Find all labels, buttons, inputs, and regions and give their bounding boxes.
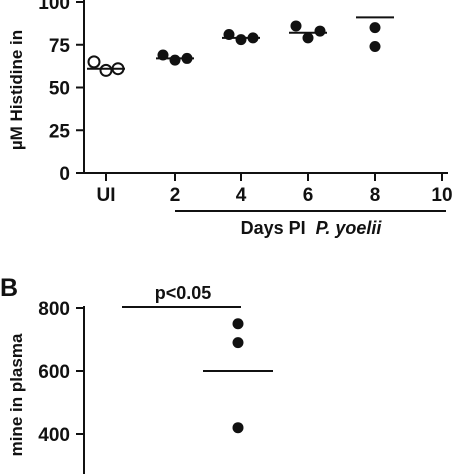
panel-b-significance-label: p<0.05 (155, 283, 212, 303)
panel-a-y-axis-title: µM Histidine in (7, 30, 26, 150)
panel-a-data-point (369, 40, 381, 52)
panel-a-x-tick-label: 10 (431, 185, 452, 206)
panel-a-data-point (290, 20, 302, 32)
panel-a-xlabel: Days PI P. yoelii (241, 218, 383, 238)
panel-a-x-tick-label: 8 (370, 185, 381, 206)
panel-b-label: B (0, 274, 18, 302)
panel-b-data-point (232, 422, 244, 434)
panel-b-y-tick-label: 800 (38, 299, 70, 320)
panel-a-x-tick-label: UI (97, 185, 116, 206)
panel-a-y-tick-label: 75 (49, 36, 71, 57)
panel-b-plasma-chart: B mine in plasma 400 600 800 p<0.05 (0, 274, 273, 474)
panel-a-y-tick-label: 50 (49, 79, 70, 100)
panel-b-data-point (232, 318, 244, 330)
panel-a-y-tick-label: 25 (49, 121, 71, 142)
panel-a-data-point (369, 22, 381, 34)
panel-b-y-axis-title: mine in plasma (7, 333, 26, 456)
panel-a-histidine-chart: µM Histidine in 0 25 50 75 100 UI 2 4 6 8 10 Days… (7, 0, 453, 238)
panel-a-data-point (87, 55, 101, 69)
panel-a-x-tick-label: 4 (236, 185, 247, 206)
panel-a-x-tick-label: 2 (170, 185, 181, 206)
panel-b-y-tick-label: 400 (38, 425, 70, 446)
panel-b-y-tick-label: 600 (38, 362, 70, 383)
panel-a-data-point (302, 32, 314, 44)
panel-a-x-tick-label: 6 (303, 185, 314, 206)
panel-a-data-point (235, 34, 247, 46)
panel-a-data-point (314, 25, 326, 37)
panel-a-y-tick-label: 0 (59, 164, 70, 185)
panel-a-xlabel-species: P. yoelii (316, 218, 383, 238)
panel-b-ylabel: mine in plasma (7, 333, 26, 456)
panel-a-ylabel: µM Histidine in (7, 30, 26, 150)
panel-a-data-point (169, 54, 181, 66)
panel-b-data-point (232, 337, 244, 349)
panel-a-data-point (99, 63, 113, 77)
panel-a-y-tick-label: 100 (38, 0, 70, 14)
panel-a-xlabel-days: Days PI (241, 218, 306, 238)
